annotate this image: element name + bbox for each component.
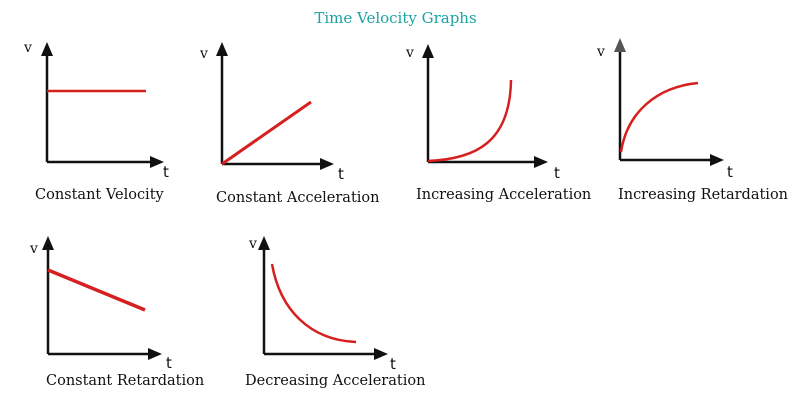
- y-axis-arrow: [41, 42, 53, 56]
- x-axis-label: t: [338, 165, 344, 183]
- caption-constant-acceleration: Constant Acceleration: [216, 190, 380, 206]
- x-axis-label: t: [390, 355, 396, 373]
- y-axis-arrow: [614, 38, 626, 52]
- y-axis-label: v: [199, 46, 208, 62]
- velocity-curve: [427, 79, 513, 163]
- y-axis-label: v: [405, 45, 414, 61]
- x-axis-label: t: [554, 164, 560, 182]
- caption-decreasing-acceleration: Decreasing Acceleration: [245, 373, 426, 389]
- diagram-title: Time Velocity Graphs: [314, 9, 477, 27]
- y-axis-label: v: [596, 44, 605, 60]
- y-axis-arrow: [422, 44, 434, 58]
- y-axis-arrow: [42, 236, 54, 250]
- x-axis-label: t: [166, 354, 172, 372]
- velocity-curve: [47, 268, 146, 312]
- y-axis-label: v: [23, 40, 32, 56]
- caption-increasing-retardation: Increasing Retardation: [618, 187, 789, 203]
- caption-constant-velocity: Constant Velocity: [35, 187, 164, 203]
- x-axis-arrow: [710, 154, 724, 166]
- caption-increasing-acceleration: Increasing Acceleration: [416, 187, 592, 203]
- velocity-curve: [270, 263, 357, 344]
- y-axis-arrow: [216, 42, 228, 56]
- x-axis-arrow: [148, 348, 162, 360]
- x-axis-label: t: [163, 163, 169, 181]
- x-axis-label: t: [727, 163, 733, 181]
- x-axis-arrow: [320, 158, 334, 170]
- y-axis-arrow: [258, 236, 270, 250]
- x-axis-arrow: [534, 156, 548, 168]
- x-axis-arrow: [150, 156, 164, 168]
- x-axis-arrow: [374, 348, 388, 360]
- velocity-curve: [619, 81, 699, 153]
- y-axis-label: v: [29, 241, 38, 257]
- velocity-curve: [221, 100, 312, 166]
- caption-constant-retardation: Constant Retardation: [46, 373, 205, 389]
- y-axis-label: v: [248, 236, 257, 252]
